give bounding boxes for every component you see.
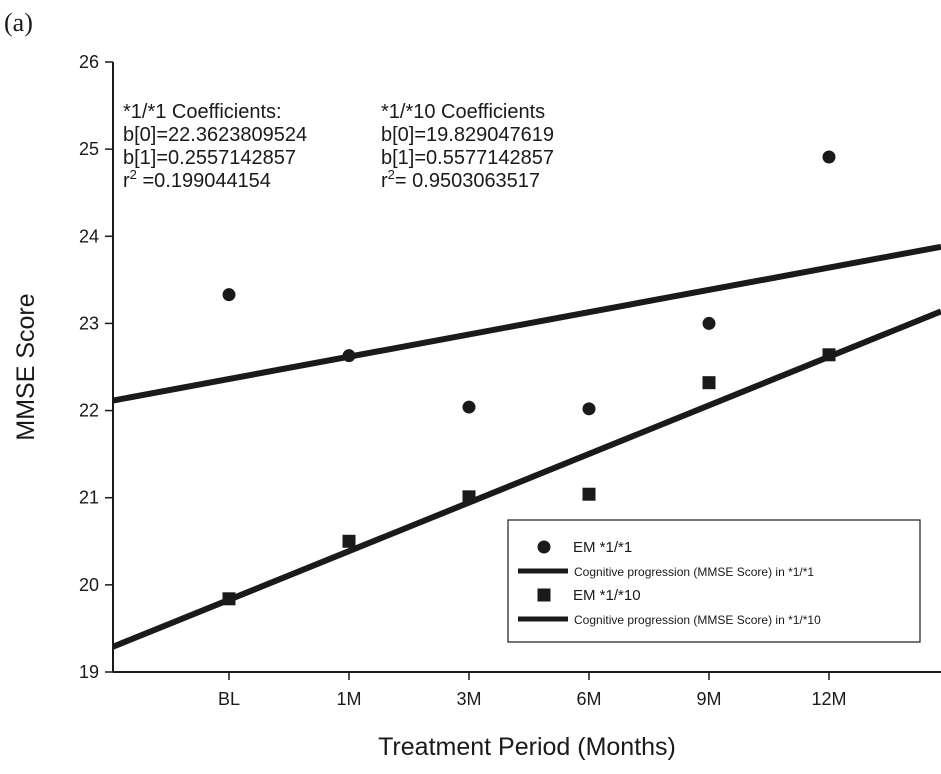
y-axis-title: MMSE Score xyxy=(12,293,40,440)
y-tick-label: 25 xyxy=(79,139,99,159)
point-series2-12M xyxy=(822,348,836,362)
legend-marker-circle xyxy=(537,540,551,554)
axes: 19 20 21 22 23 24 25 26 BL 1M 3M 6M 9M 12M Treatment P… xyxy=(12,52,941,761)
point-series1-1M xyxy=(342,349,356,363)
legend-box xyxy=(507,519,921,643)
annot-b-line-3: b[1]=0.5577142857 xyxy=(381,147,554,169)
point-series2-1M xyxy=(342,534,356,548)
point-series1-9M xyxy=(702,316,716,330)
legend-label-1: EM *1/*1 xyxy=(573,539,632,556)
legend: EM *1/*1 Cognitive progression (MMSE Scor… xyxy=(507,519,921,643)
point-series1-6M xyxy=(582,402,596,416)
panel-label: (a) xyxy=(4,8,33,37)
y-tick-label: 24 xyxy=(79,226,99,246)
legend-label-3: EM *1/*10 xyxy=(573,587,641,604)
x-tick-label: BL xyxy=(218,689,240,709)
fit-line-1 xyxy=(112,243,941,404)
annot-b-r2: r2= 0.9503063517 xyxy=(381,167,540,192)
x-tick-label: 1M xyxy=(336,689,361,709)
y-tick-label: 26 xyxy=(79,52,99,72)
y-tick-label: 20 xyxy=(79,575,99,595)
annot-b-line-2: b[0]=19.829047619 xyxy=(381,124,554,146)
point-series2-3M xyxy=(462,490,476,504)
point-series2-BL xyxy=(222,592,236,606)
y-tick-label: 21 xyxy=(79,488,99,508)
fit-line-2 xyxy=(111,308,941,650)
point-series1-12M xyxy=(822,150,836,164)
x-tick-label: 6M xyxy=(576,689,601,709)
point-series1-3M xyxy=(462,400,476,414)
annot-a-line-1: *1/*1 Coefficients: xyxy=(123,101,282,123)
legend-marker-square xyxy=(537,588,551,602)
point-series2-9M xyxy=(702,376,716,390)
data-points xyxy=(222,150,836,606)
fit-lines xyxy=(111,243,941,650)
legend-label-2: Cognitive progression (MMSE Score) in *1… xyxy=(574,565,814,579)
y-tick-label: 19 xyxy=(79,662,99,682)
point-series2-6M xyxy=(582,487,596,501)
annot-a-r2: r2 =0.199044154 xyxy=(123,167,271,192)
legend-label-4: Cognitive progression (MMSE Score) in *1… xyxy=(574,613,821,627)
y-tick-label: 23 xyxy=(79,313,99,333)
coefficient-annotations: *1/*1 Coefficients:b[0]=22.3623809524b[1… xyxy=(123,101,554,192)
x-tick-label: 3M xyxy=(456,689,481,709)
annot-b-line-1: *1/*10 Coefficients xyxy=(381,101,545,123)
annot-a-line-3: b[1]=0.2557142857 xyxy=(123,147,296,169)
point-series1-BL xyxy=(222,288,236,302)
y-tick-label: 22 xyxy=(79,401,99,421)
annot-a-line-2: b[0]=22.3623809524 xyxy=(123,124,307,146)
x-tick-label: 9M xyxy=(696,689,721,709)
x-tick-label: 12M xyxy=(811,689,846,709)
x-axis-title: Treatment Period (Months) xyxy=(378,733,676,761)
